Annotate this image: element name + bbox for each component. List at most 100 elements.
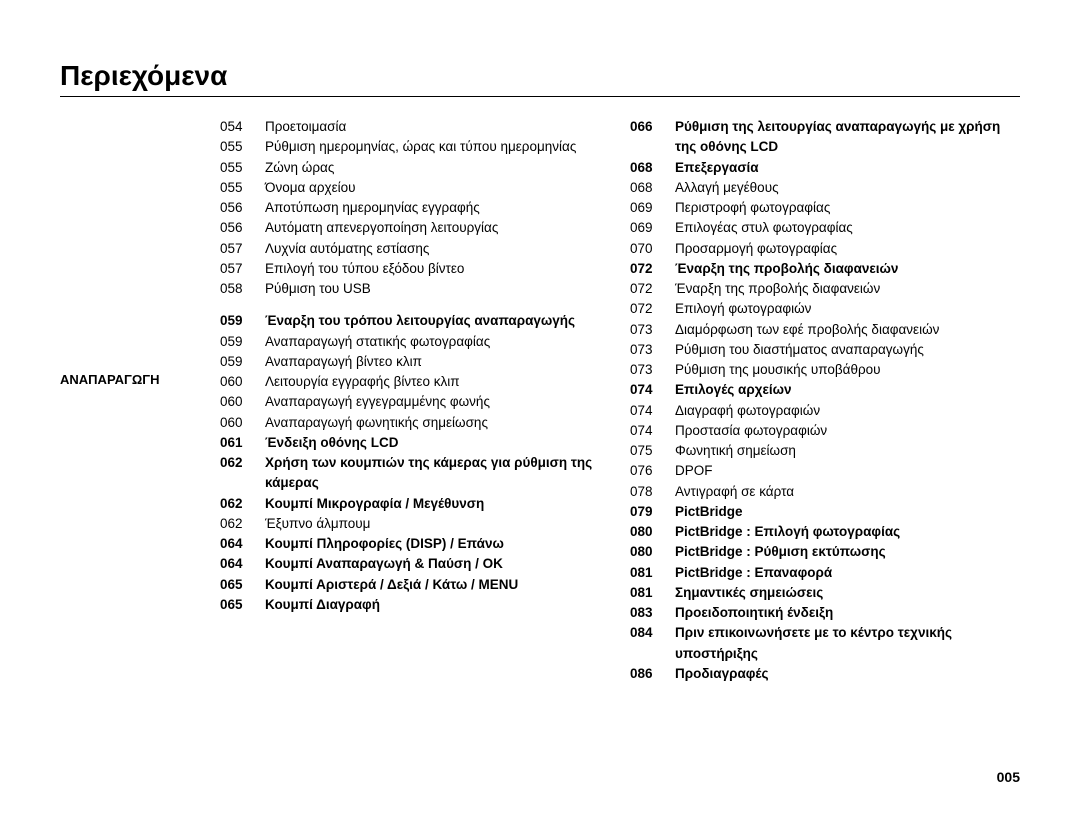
toc-page-num: 072 — [630, 259, 675, 279]
toc-page-num: 064 — [220, 534, 265, 554]
toc-page-num: 070 — [630, 239, 675, 259]
toc-row: 056Αποτύπωση ημερομηνίας εγγραφής — [220, 198, 600, 218]
toc-row: 072Έναρξη της προβολής διαφανειών — [630, 259, 1010, 279]
toc-row: 060Αναπαραγωγή εγγεγραμμένης φωνής — [220, 392, 600, 412]
toc-row: 083Προειδοποιητική ένδειξη — [630, 603, 1010, 623]
toc-text: Αποτύπωση ημερομηνίας εγγραφής — [265, 198, 600, 218]
toc-text: Ρύθμιση του διαστήματος αναπαραγωγής — [675, 340, 1010, 360]
toc-page-num: 065 — [220, 595, 265, 615]
toc-row: 054Προετοιμασία — [220, 117, 600, 137]
toc-row: 070Προσαρμογή φωτογραφίας — [630, 239, 1010, 259]
toc-row: 068Επεξεργασία — [630, 158, 1010, 178]
toc-row: 061Ένδειξη οθόνης LCD — [220, 433, 600, 453]
toc-page-num: 081 — [630, 563, 675, 583]
toc-page-num: 055 — [220, 158, 265, 178]
toc-text: Κουμπί Διαγραφή — [265, 595, 600, 615]
toc-text: Επιλογέας στυλ φωτογραφίας — [675, 218, 1010, 238]
toc-text: PictBridge : Ρύθμιση εκτύπωσης — [675, 542, 1010, 562]
toc-page-num: 059 — [220, 311, 265, 331]
toc-page-num: 069 — [630, 198, 675, 218]
toc-text: Διαμόρφωση των εφέ προβολής διαφανειών — [675, 320, 1010, 340]
toc-text: Επεξεργασία — [675, 158, 1010, 178]
section-label: ΑΝΑΠΑΡΑΓΩΓΗ — [60, 372, 190, 387]
toc-page-num: 066 — [630, 117, 675, 158]
toc-text: Αυτόματη απενεργοποίηση λειτουργίας — [265, 218, 600, 238]
toc-column-1: 054Προετοιμασία055Ρύθμιση ημερομηνίας, ώ… — [220, 117, 600, 684]
toc-page-num: 055 — [220, 137, 265, 157]
toc-row: 059Αναπαραγωγή βίντεο κλιπ — [220, 352, 600, 372]
toc-page-num: 060 — [220, 392, 265, 412]
toc-page-num: 062 — [220, 494, 265, 514]
toc-text: Επιλογή του τύπου εξόδου βίντεο — [265, 259, 600, 279]
toc-text: Ζώνη ώρας — [265, 158, 600, 178]
toc-page-num: 055 — [220, 178, 265, 198]
toc-page-num: 081 — [630, 583, 675, 603]
toc-text: Κουμπί Αριστερά / Δεξιά / Κάτω / MENU — [265, 575, 600, 595]
toc-page-num: 056 — [220, 198, 265, 218]
toc-text: Σημαντικές σημειώσεις — [675, 583, 1010, 603]
toc-page-num: 076 — [630, 461, 675, 481]
toc-row: 074Επιλογές αρχείων — [630, 380, 1010, 400]
page-title: Περιεχόμενα — [60, 60, 1020, 97]
toc-text: Περιστροφή φωτογραφίας — [675, 198, 1010, 218]
toc-column-2: 066Ρύθμιση της λειτουργίας αναπαραγωγής … — [630, 117, 1010, 684]
toc-text: Κουμπί Αναπαραγωγή & Παύση / OK — [265, 554, 600, 574]
toc-text: PictBridge : Επαναφορά — [675, 563, 1010, 583]
toc-page-num: 075 — [630, 441, 675, 461]
toc-row: 073Διαμόρφωση των εφέ προβολής διαφανειώ… — [630, 320, 1010, 340]
toc-row: 074Προστασία φωτογραφιών — [630, 421, 1010, 441]
toc-row: 057Λυχνία αυτόματης εστίασης — [220, 239, 600, 259]
toc-row: 086Προδιαγραφές — [630, 664, 1010, 684]
toc-page-num: 057 — [220, 259, 265, 279]
toc-row: 074Διαγραφή φωτογραφιών — [630, 401, 1010, 421]
toc-text: Αλλαγή μεγέθους — [675, 178, 1010, 198]
toc-row: 072Έναρξη της προβολής διαφανειών — [630, 279, 1010, 299]
toc-text: Επιλογή φωτογραφιών — [675, 299, 1010, 319]
toc-page-num: 059 — [220, 332, 265, 352]
toc-row: 062Κουμπί Μικρογραφία / Μεγέθυνση — [220, 494, 600, 514]
toc-row: 055Ζώνη ώρας — [220, 158, 600, 178]
toc-page-num: 059 — [220, 352, 265, 372]
toc-page-num: 086 — [630, 664, 675, 684]
toc-page-num: 079 — [630, 502, 675, 522]
toc-page-num: 074 — [630, 421, 675, 441]
toc-text: Λειτουργία εγγραφής βίντεο κλιπ — [265, 372, 600, 392]
toc-text: Αναπαραγωγή εγγεγραμμένης φωνής — [265, 392, 600, 412]
page-number: 005 — [997, 769, 1020, 785]
toc-row: 069Επιλογέας στυλ φωτογραφίας — [630, 218, 1010, 238]
toc-text: Λυχνία αυτόματης εστίασης — [265, 239, 600, 259]
toc-text: Ρύθμιση της μουσικής υποβάθρου — [675, 360, 1010, 380]
toc-row: 079PictBridge — [630, 502, 1010, 522]
toc-row: 065Κουμπί Διαγραφή — [220, 595, 600, 615]
toc-grid: ΑΝΑΠΑΡΑΓΩΓΗ 054Προετοιμασία055Ρύθμιση ημ… — [60, 117, 1020, 684]
toc-page-num: 078 — [630, 482, 675, 502]
toc-text: Έναρξη του τρόπου λειτουργίας αναπαραγωγ… — [265, 311, 600, 331]
toc-row: 080PictBridge : Επιλογή φωτογραφίας — [630, 522, 1010, 542]
toc-page-num: 064 — [220, 554, 265, 574]
toc-page-num: 054 — [220, 117, 265, 137]
toc-row: 065Κουμπί Αριστερά / Δεξιά / Κάτω / MENU — [220, 575, 600, 595]
toc-page-num: 073 — [630, 340, 675, 360]
toc-row: 062Έξυπνο άλμπουμ — [220, 514, 600, 534]
toc-page-num: 080 — [630, 542, 675, 562]
toc-text: PictBridge : Επιλογή φωτογραφίας — [675, 522, 1010, 542]
toc-row: 059Έναρξη του τρόπου λειτουργίας αναπαρα… — [220, 311, 600, 331]
toc-text: Προετοιμασία — [265, 117, 600, 137]
toc-text: Επιλογές αρχείων — [675, 380, 1010, 400]
toc-page-num: 073 — [630, 360, 675, 380]
toc-page-num: 074 — [630, 401, 675, 421]
toc-text: Αναπαραγωγή φωνητικής σημείωσης — [265, 413, 600, 433]
toc-text: Προστασία φωτογραφιών — [675, 421, 1010, 441]
toc-row: 081Σημαντικές σημειώσεις — [630, 583, 1010, 603]
toc-text: Ένδειξη οθόνης LCD — [265, 433, 600, 453]
toc-text: DPOF — [675, 461, 1010, 481]
toc-text: Πριν επικοινωνήσετε με το κέντρο τεχνική… — [675, 623, 1010, 664]
toc-row: 075Φωνητική σημείωση — [630, 441, 1010, 461]
toc-row: 058Ρύθμιση του USB — [220, 279, 600, 299]
toc-page-num: 065 — [220, 575, 265, 595]
toc-page-num: 072 — [630, 299, 675, 319]
toc-text: Όνομα αρχείου — [265, 178, 600, 198]
toc-page-num: 056 — [220, 218, 265, 238]
toc-text: Αναπαραγωγή βίντεο κλιπ — [265, 352, 600, 372]
toc-text: Ρύθμιση ημερομηνίας, ώρας και τύπου ημερ… — [265, 137, 600, 157]
